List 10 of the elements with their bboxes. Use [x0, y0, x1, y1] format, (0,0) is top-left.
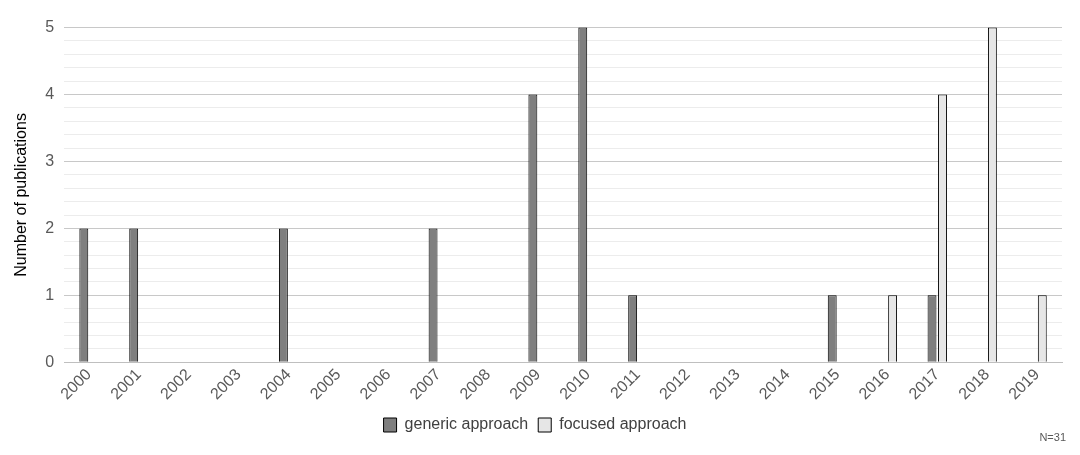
y-tick-label: 5: [45, 18, 55, 36]
text: N=31: [1039, 430, 1066, 443]
legend-label: generic approach: [404, 415, 529, 433]
y-tick-label: 3: [45, 151, 55, 169]
y-axis-title: Number of publications: [12, 113, 30, 277]
y-tick-label: 2: [45, 218, 55, 236]
legend-label: focused approach: [559, 415, 687, 433]
y-tick-label: 4: [45, 84, 55, 102]
y-tick-label: 1: [45, 285, 55, 303]
y-tick-label: 0: [45, 352, 55, 370]
